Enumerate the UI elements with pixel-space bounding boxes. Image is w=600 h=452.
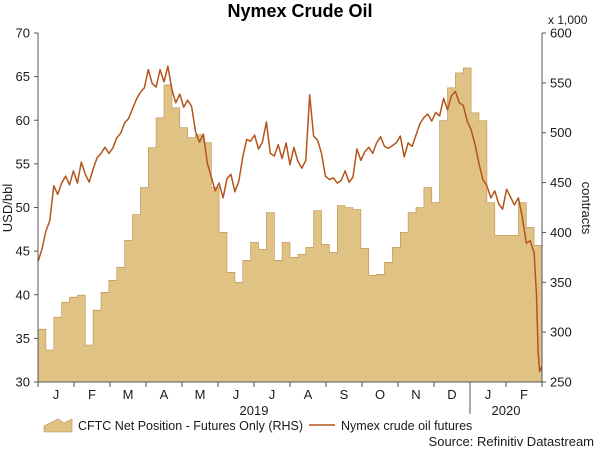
x-tick-label: D <box>447 387 456 402</box>
left-axis-label: USD/bbl <box>0 184 15 233</box>
series-line-nymex-crude <box>37 65 543 373</box>
x-tick-label: S <box>340 387 349 402</box>
left-tick-label: 50 <box>16 200 30 215</box>
chart-title: Nymex Crude Oil <box>227 1 372 21</box>
right-tick-label: 300 <box>550 325 572 340</box>
right-axis-unit: x 1,000 <box>548 13 588 27</box>
right-tick-label: 600 <box>550 26 572 41</box>
x-tick-label: J <box>233 387 240 402</box>
year-label-2020: 2020 <box>492 403 521 418</box>
x-tick-label: A <box>304 387 313 402</box>
right-tick-label: 350 <box>550 275 572 290</box>
x-tick-label: M <box>123 387 134 402</box>
left-tick-label: 45 <box>16 244 30 259</box>
x-tick-label: F <box>88 387 96 402</box>
x-tick-label: J <box>269 387 276 402</box>
source-note: Source: Refinitiv Datastream <box>429 434 594 449</box>
x-tick-label: J <box>485 387 492 402</box>
x-tick-label: A <box>160 387 169 402</box>
right-tick-label: 250 <box>550 375 572 390</box>
right-tick-label: 400 <box>550 225 572 240</box>
right-tick-label: 450 <box>550 175 572 190</box>
x-tick-label: M <box>195 387 206 402</box>
legend: CFTC Net Position - Futures Only (RHS) N… <box>43 418 472 433</box>
left-tick-label: 60 <box>16 113 30 128</box>
series-area-cftc-net-position <box>37 67 543 383</box>
left-tick-label: 30 <box>16 375 30 390</box>
x-tick-label: J <box>53 387 60 402</box>
x-tick-label: N <box>411 387 420 402</box>
year-label-2019: 2019 <box>240 403 269 418</box>
left-tick-label: 35 <box>16 331 30 346</box>
right-axis-label: contracts <box>579 182 594 235</box>
left-tick-label: 65 <box>16 69 30 84</box>
left-tick-label: 40 <box>16 287 30 302</box>
legend-label-line: Nymex crude oil futures <box>341 419 472 433</box>
left-tick-label: 70 <box>16 26 30 41</box>
right-tick-label: 500 <box>550 125 572 140</box>
x-tick-label: F <box>520 387 528 402</box>
left-tick-label: 55 <box>16 156 30 171</box>
x-tick-label: O <box>375 387 385 402</box>
legend-swatch-area <box>43 418 73 433</box>
right-tick-label: 550 <box>550 75 572 90</box>
legend-label-area: CFTC Net Position - Futures Only (RHS) <box>78 419 303 433</box>
